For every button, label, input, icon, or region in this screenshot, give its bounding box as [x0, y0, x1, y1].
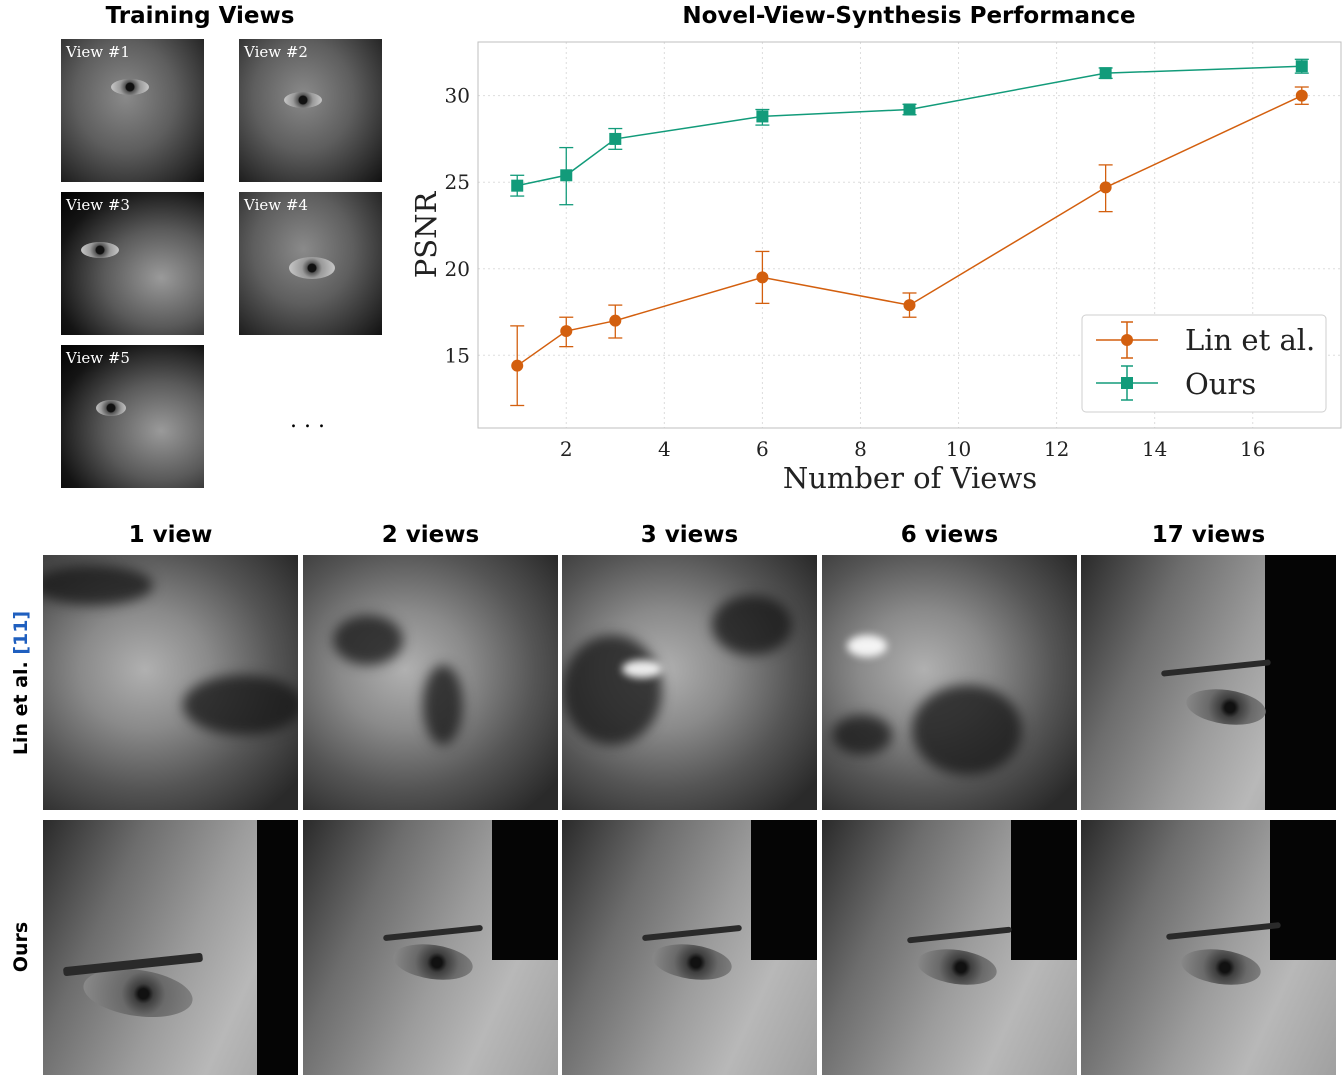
- training-view-3-label: View #3: [66, 196, 130, 214]
- row-label-ours: Ours: [10, 872, 34, 1022]
- legend-lin-marker: [1121, 334, 1133, 346]
- ours-6-views-image: [822, 820, 1077, 1075]
- row-label-lin-text: Lin et al.: [10, 654, 32, 756]
- training-view-1-image: View #1: [61, 39, 204, 182]
- x-tick-label-4: 4: [658, 437, 671, 461]
- point-lin-2: [560, 325, 573, 338]
- citation-link[interactable]: [11]: [10, 610, 32, 655]
- y-tick-label-25: 25: [445, 170, 470, 194]
- x-axis-label: Number of Views: [783, 461, 1037, 495]
- training-view-5-image: View #5: [61, 345, 204, 488]
- chart-series: [510, 58, 1309, 407]
- point-ours-9: [903, 103, 916, 116]
- x-tick-label-16: 16: [1240, 437, 1265, 461]
- series-line-ours: [517, 65, 1302, 187]
- chart-ticks: 2 4 6 8 10 12 14 16 15 20 25 30: [445, 84, 1266, 461]
- chart-legend: Lin et al. Ours: [1081, 314, 1327, 413]
- y-axis-label: PSNR: [409, 191, 443, 279]
- point-ours-1: [511, 179, 524, 192]
- psnr-chart: 2 4 6 8 10 12 14 16 15 20 25 30 Number of Views PSN…: [409, 41, 1342, 495]
- training-view-3-image: View #3: [61, 192, 204, 335]
- ours-2-views-image: [303, 820, 558, 1075]
- column-header-17-views: 17 views: [1151, 522, 1266, 548]
- lin-2-views-image: [303, 555, 558, 810]
- lin-6-views-image: [822, 555, 1077, 810]
- column-header-3-views: 3 views: [640, 522, 739, 548]
- point-lin-17: [1295, 89, 1308, 102]
- point-ours-3: [609, 132, 622, 145]
- training-view-4-image: View #4: [239, 192, 382, 335]
- column-header-2-views: 2 views: [381, 522, 480, 548]
- x-tick-label-8: 8: [854, 437, 867, 461]
- x-tick-label-2: 2: [560, 437, 573, 461]
- x-tick-label-12: 12: [1044, 437, 1069, 461]
- y-tick-label-30: 30: [445, 84, 470, 108]
- point-ours-13: [1099, 67, 1112, 80]
- y-tick-label-15: 15: [445, 343, 470, 367]
- training-view-2-image: View #2: [239, 39, 382, 182]
- point-ours-6: [756, 110, 769, 123]
- x-tick-label-14: 14: [1142, 437, 1167, 461]
- y-tick-label-20: 20: [445, 257, 470, 281]
- x-tick-label-10: 10: [946, 437, 971, 461]
- chart-title: Novel-View-Synthesis Performance: [682, 3, 1136, 29]
- row-label-ours-text: Ours: [10, 921, 32, 973]
- point-lin-3: [609, 314, 622, 327]
- training-view-2-label: View #2: [244, 43, 308, 61]
- training-view-5-label: View #5: [66, 349, 130, 367]
- legend-lin-label: Lin et al.: [1185, 323, 1315, 357]
- lin-1-view-image: [43, 555, 298, 810]
- lin-3-views-image: [562, 555, 817, 810]
- point-lin-13: [1099, 181, 1112, 194]
- point-lin-1: [511, 359, 524, 372]
- legend-ours-label: Ours: [1185, 367, 1256, 401]
- x-tick-label-6: 6: [756, 437, 769, 461]
- ours-17-views-image: [1081, 820, 1336, 1075]
- column-header-1-view: 1 view: [128, 522, 213, 548]
- point-lin-6: [756, 271, 769, 284]
- point-ours-17: [1295, 60, 1308, 73]
- training-view-4-label: View #4: [244, 196, 308, 214]
- training-view-1-label: View #1: [66, 43, 130, 61]
- training-views-title: Training Views: [105, 3, 295, 29]
- column-header-6-views: 6 views: [900, 522, 999, 548]
- ours-3-views-image: [562, 820, 817, 1075]
- plot-frame: [477, 41, 1342, 429]
- row-label-lin: Lin et al. [11]: [10, 608, 34, 758]
- point-ours-2: [560, 169, 573, 182]
- point-lin-9: [903, 299, 916, 312]
- ours-1-view-image: [43, 820, 298, 1075]
- legend-ours-marker: [1121, 377, 1133, 389]
- more-views-ellipsis: . . .: [290, 408, 325, 433]
- lin-17-views-image: [1081, 555, 1336, 810]
